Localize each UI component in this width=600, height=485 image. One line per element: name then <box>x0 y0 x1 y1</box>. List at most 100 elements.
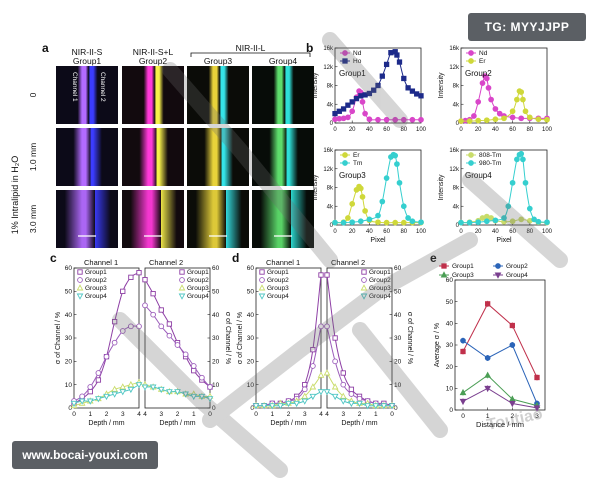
point-right-group1 <box>348 386 355 392</box>
x-tick-label: 0 <box>459 127 463 133</box>
profile-point-er <box>345 215 351 221</box>
profile-point-er <box>514 96 520 103</box>
watermark-stroke-1 <box>162 62 338 268</box>
point-left-group3 <box>127 380 135 388</box>
profile-point-980-tm <box>514 156 520 163</box>
profile-point-980-tm <box>522 179 529 186</box>
legend-left-group2: Group2 <box>85 277 107 284</box>
intensity-axis-label: Intensity <box>438 174 445 201</box>
panel-a-letter: a <box>42 41 49 55</box>
point-right-group4 <box>364 403 371 410</box>
point-right-group2 <box>158 323 165 330</box>
sigma-axis-label-right: σ of Channel / % <box>224 312 231 364</box>
point-right-group1 <box>142 277 148 283</box>
profile-point-980-tm <box>535 218 542 225</box>
y-tick-label: 8k <box>453 186 460 192</box>
image-cell-1-3 <box>56 190 118 248</box>
profile-point-tm <box>332 219 338 226</box>
col-header-3: Group3 <box>204 56 233 66</box>
col-header-1: NIR-II-S <box>72 47 103 57</box>
profile-point-980-tm <box>518 150 525 157</box>
legend-marker <box>468 152 474 158</box>
point-left-group4 <box>260 403 268 410</box>
x-tick-label: 40 <box>492 229 499 235</box>
point-left-group4 <box>119 389 127 396</box>
point-right-group2 <box>340 381 347 388</box>
point-left-group1 <box>95 377 102 383</box>
profile-point-nd <box>375 116 381 123</box>
point-left-group4 <box>95 396 102 403</box>
point-right-group2 <box>174 342 181 348</box>
image-cell-4-2 <box>252 128 314 186</box>
legend-right-group4: Group4 <box>187 293 209 300</box>
legend-marker <box>77 269 83 275</box>
point-right-group1 <box>166 321 173 327</box>
point-right-group2 <box>182 351 189 358</box>
profile-point-nd <box>492 106 499 112</box>
x-tick-label: 0 <box>254 411 258 418</box>
profile-point-980-tm <box>492 217 499 224</box>
point-right-group4 <box>380 403 388 410</box>
profile-point-tm <box>405 215 411 221</box>
legend-right-group3: Group3 <box>369 285 391 292</box>
channel-1-title: Channel 1 <box>266 258 300 267</box>
profile-point-ho <box>371 87 377 93</box>
legend-ho: Ho <box>353 58 362 65</box>
x-tick-label: 1 <box>192 411 196 418</box>
x-tick-label: 80 <box>400 229 407 235</box>
legend-group1: Group1 <box>452 263 474 270</box>
profile-point-nd <box>488 96 494 103</box>
profile-point-ho <box>388 50 394 56</box>
profile-point-er <box>362 208 368 214</box>
x-tick-label: 4 <box>319 411 323 418</box>
x-tick-label: 100 <box>416 127 427 133</box>
y-tick-label: 30 <box>247 335 255 342</box>
x-tick-label: 100 <box>542 127 553 133</box>
legend-nd: Nd <box>353 50 362 57</box>
point-left-group2 <box>119 328 126 334</box>
point-left-group1 <box>120 288 126 294</box>
x-tick-label: 3 <box>341 411 345 418</box>
x-tick-label: 2 <box>511 413 515 420</box>
point-left-group2 <box>95 370 102 376</box>
image-cell-3-3 <box>187 190 249 248</box>
x-tick-label: 2 <box>287 411 291 418</box>
profile-point-er <box>544 116 550 123</box>
x-tick-label: 0 <box>208 411 212 418</box>
image-cell-2-3 <box>122 190 184 248</box>
profile-point-tm <box>396 179 403 186</box>
profile-point-nd <box>471 113 477 119</box>
point-left-group4 <box>86 398 94 405</box>
row-label-0mm: 0 <box>28 92 38 97</box>
x-tick-label: 0 <box>333 229 337 235</box>
intensity-axis-label: Intensity <box>312 174 319 201</box>
y-tick-label: 10 <box>247 382 255 389</box>
profile-point-er <box>375 219 381 226</box>
y-tick-label: 0 <box>212 405 216 412</box>
x-tick-label: 60 <box>509 229 516 235</box>
panel-c-letter: c <box>50 251 57 265</box>
y-tick-label: 12k <box>323 167 334 173</box>
x-tick-label: 20 <box>475 229 482 235</box>
point-right-group4 <box>157 386 165 394</box>
profile-point-ho <box>379 73 385 79</box>
y-tick-label: 20 <box>247 359 255 366</box>
point-right-group1 <box>158 307 164 313</box>
x-tick-label: 3 <box>121 411 125 418</box>
y-tick-label: 50 <box>446 299 454 306</box>
x-tick-label: 0 <box>459 229 463 235</box>
legend-left-group1: Group1 <box>267 269 289 276</box>
col-subheader-1: Group1 <box>73 56 102 66</box>
point-left-group2 <box>301 386 308 393</box>
profile-point-er <box>501 115 507 122</box>
point-left-group1 <box>87 389 93 395</box>
legend-marker <box>259 269 265 275</box>
tg-watermark-badge: TG: MYYJJPP <box>468 13 586 41</box>
point-left-group1 <box>318 272 324 278</box>
x-tick-label: 20 <box>475 127 482 133</box>
profile-point-nd <box>349 108 356 115</box>
profile-point-ho <box>349 99 355 105</box>
profile-point-nd <box>359 99 366 105</box>
